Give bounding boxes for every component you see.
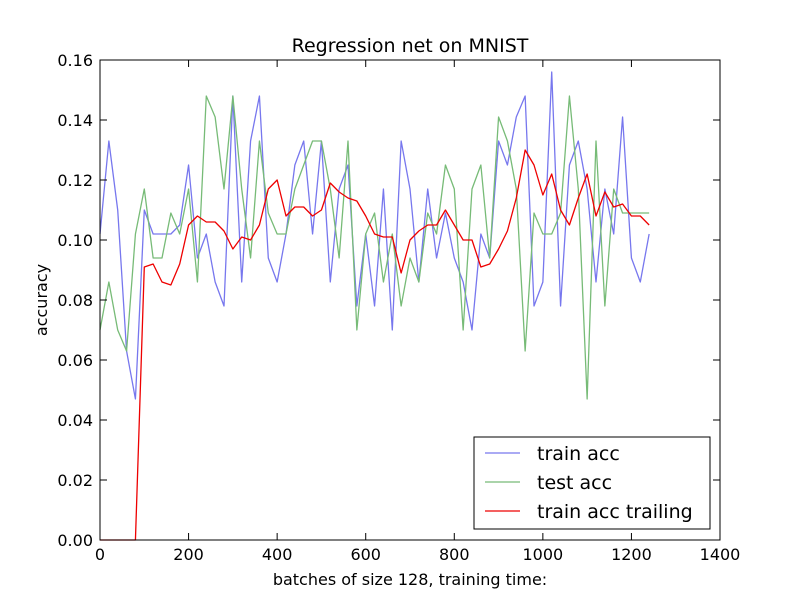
series-line-0: [99, 71, 650, 400]
y-axis-label: accuracy: [32, 264, 51, 336]
y-tick-label: 0.16: [57, 51, 93, 70]
x-axis-label: batches of size 128, training time:: [273, 570, 547, 589]
legend-label-0: train acc: [537, 443, 620, 465]
y-tick-label: 0.10: [57, 231, 93, 250]
x-tick-label: 200: [173, 545, 204, 564]
y-tick-label: 0.08: [57, 291, 93, 310]
x-tick-label: 1400: [700, 545, 741, 564]
y-tick-label: 0.00: [57, 531, 93, 550]
x-axis: 0 200 400 600 800 1000 1200 1400: [95, 60, 740, 564]
x-tick-label: 0: [95, 545, 105, 564]
chart-title: Regression net on MNIST: [292, 35, 529, 57]
x-tick-label: 1200: [611, 545, 652, 564]
y-axis: 0.00 0.02 0.04 0.06 0.08 0.10 0.12 0.14 0.16: [57, 51, 720, 550]
y-tick-label: 0.14: [57, 111, 93, 130]
y-tick-label: 0.12: [57, 171, 93, 190]
series-line-1: [99, 95, 650, 400]
x-tick-label: 600: [350, 545, 381, 564]
legend-box: [473, 436, 711, 530]
x-tick-label: 1000: [522, 545, 563, 564]
legend: train acc test acc train acc trailing: [473, 436, 711, 530]
y-tick-label: 0.06: [57, 351, 93, 370]
y-tick-label: 0.04: [57, 411, 93, 430]
legend-label-2: train acc trailing: [537, 501, 693, 523]
x-tick-label: 800: [439, 545, 470, 564]
series-line-2: [100, 149, 650, 541]
y-tick-label: 0.02: [57, 471, 93, 490]
plot-lines: [99, 71, 650, 541]
legend-label-1: test acc: [537, 472, 612, 494]
x-tick-label: 400: [262, 545, 293, 564]
